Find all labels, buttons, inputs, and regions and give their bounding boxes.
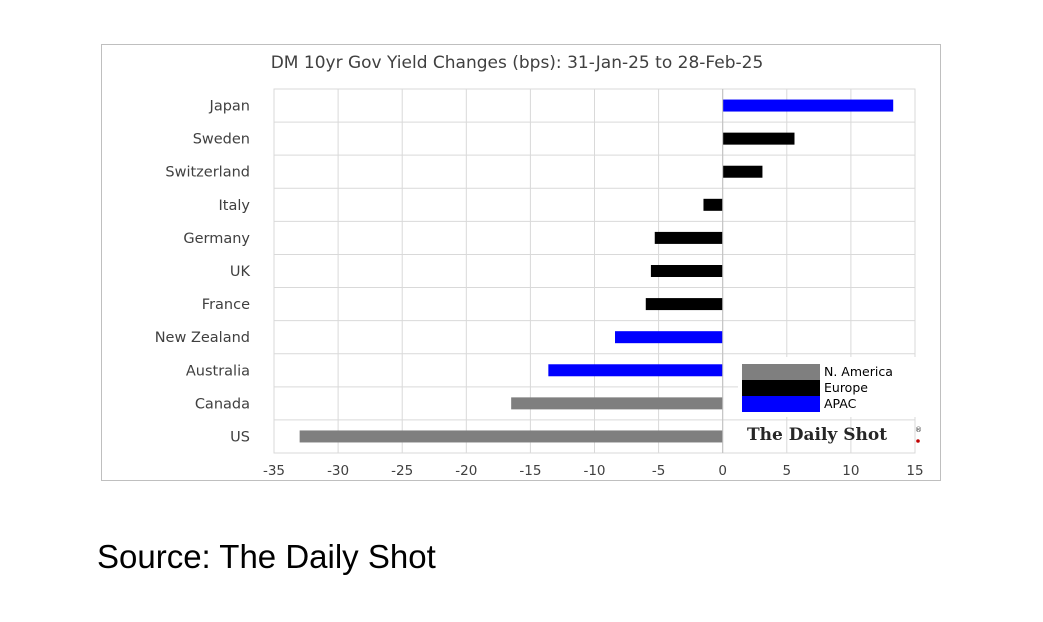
category-label: Switzerland: [165, 165, 250, 181]
category-label: Italy: [219, 198, 251, 214]
x-tick-label: -30: [327, 463, 349, 479]
bar-chart: DM 10yr Gov Yield Changes (bps): 31-Jan-…: [155, 53, 938, 479]
legend-label: Europe: [824, 380, 868, 395]
bar-japan: [722, 99, 894, 112]
x-tick-labels: -35 -30 -25 -20 -15 -10 -5 0 5 10 15: [263, 463, 924, 479]
logo-registered-mark: ®: [915, 426, 922, 434]
x-tick-label: -35: [263, 463, 285, 479]
grid-lines: [273, 88, 916, 454]
x-tick-label: 5: [783, 463, 792, 479]
legend-label: N. America: [824, 364, 893, 379]
category-label: Australia: [186, 363, 250, 379]
legend-label: APAC: [824, 396, 857, 411]
category-label: US: [230, 429, 250, 445]
bars: [299, 89, 894, 453]
bar-switzerland: [722, 165, 763, 178]
bar-new-zealand: [615, 331, 723, 344]
category-label: Canada: [195, 396, 250, 412]
x-tick-label: -10: [583, 463, 605, 479]
legend-swatch: [742, 380, 820, 396]
x-tick-label: -15: [519, 463, 541, 479]
category-label: Germany: [183, 231, 250, 247]
x-tick-label: 0: [718, 463, 727, 479]
category-label: Sweden: [193, 132, 250, 148]
chart-title: DM 10yr Gov Yield Changes (bps): 31-Jan-…: [271, 53, 764, 73]
bar-france: [645, 298, 723, 311]
x-tick-label: -20: [455, 463, 477, 479]
bar-germany: [654, 231, 723, 244]
bar-us: [299, 430, 723, 443]
bar-sweden: [722, 132, 795, 145]
legend-swatch: [742, 364, 820, 380]
legend-swatch: [742, 396, 820, 412]
bar-australia: [548, 364, 723, 377]
category-label: UK: [230, 264, 251, 280]
source-note: Source: The Daily Shot: [97, 538, 436, 575]
bar-italy: [703, 198, 723, 211]
daily-shot-logo: The Daily Shot: [747, 425, 887, 445]
category-labels: Japan Sweden Switzerland Italy Germany UK Fran…: [155, 99, 251, 446]
bar-canada: [511, 397, 723, 410]
logo-red-dot: [916, 439, 920, 443]
x-tick-label: -25: [391, 463, 413, 479]
chart-frame: DM 10yr Gov Yield Changes (bps): 31-Jan-…: [101, 44, 941, 481]
x-tick-label: -5: [652, 463, 665, 479]
category-label: New Zealand: [155, 330, 250, 346]
category-label: Japan: [209, 99, 250, 115]
x-tick-label: 15: [906, 463, 923, 479]
category-label: France: [202, 297, 250, 313]
bar-uk: [650, 265, 723, 277]
x-tick-label: 10: [842, 463, 859, 479]
